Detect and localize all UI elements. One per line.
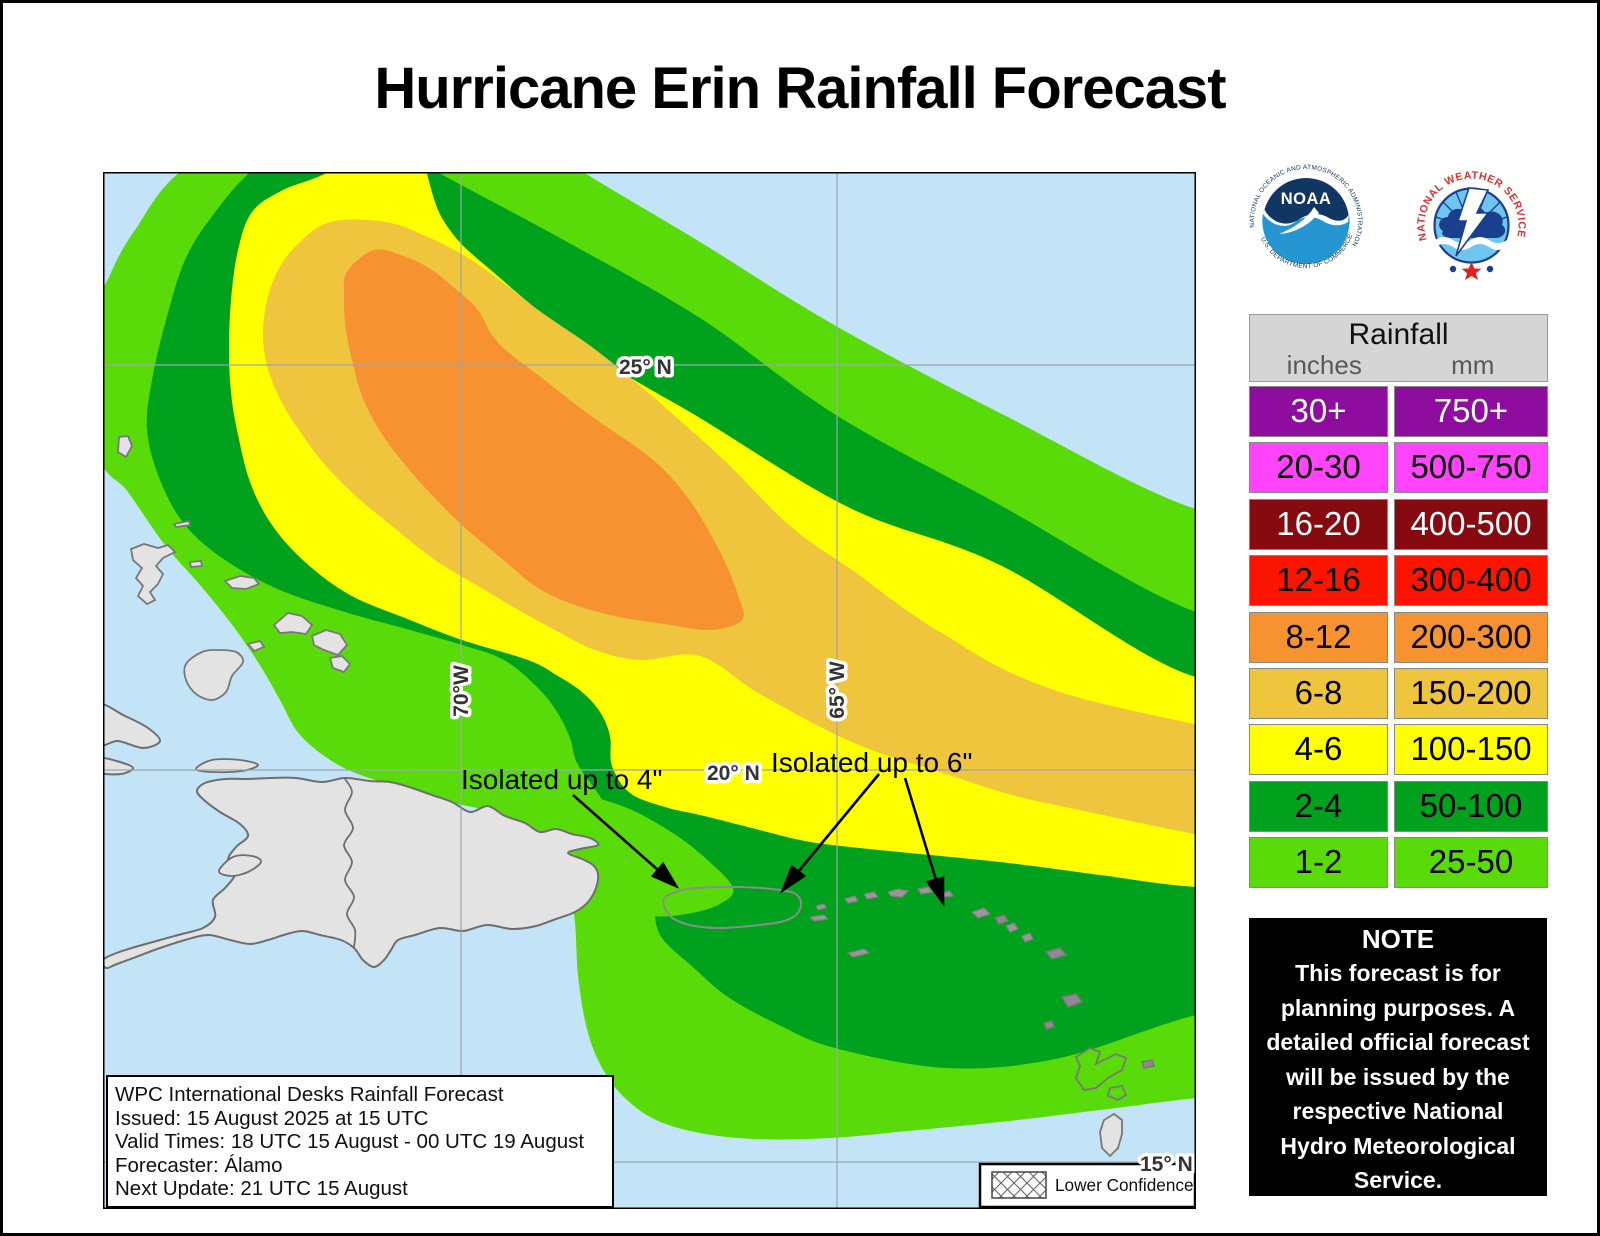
svg-text:Isolated up to 6": Isolated up to 6" [771, 747, 972, 778]
svg-text:20° N: 20° N [707, 762, 760, 785]
svg-text:Isolated up to 4": Isolated up to 4" [461, 764, 662, 795]
svg-text:NOAA: NOAA [1281, 190, 1332, 208]
svg-text:15° N: 15° N [1140, 1153, 1193, 1176]
svg-text:65° W: 65° W [826, 661, 849, 719]
svg-text:Lower Confidence: Lower Confidence [1055, 1175, 1194, 1195]
svg-text:70°W: 70°W [450, 665, 473, 717]
svg-text:25° N: 25° N [619, 356, 672, 379]
